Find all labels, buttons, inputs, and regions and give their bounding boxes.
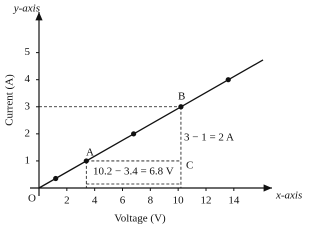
data-point: [225, 77, 231, 83]
y-tick-label: 4: [25, 73, 31, 85]
origin-label: O: [28, 193, 36, 205]
x-tick-label: 12: [200, 195, 211, 207]
fit-line: [38, 59, 264, 189]
data-point: [53, 175, 59, 182]
x-tick-label: 10: [173, 195, 185, 207]
annotation: C: [186, 160, 193, 172]
x-tick-label: 6: [120, 195, 126, 207]
y-tick-label: 2: [25, 127, 31, 139]
annotation: B: [178, 91, 185, 103]
x-tick-label: 2: [64, 195, 70, 207]
x-axis-name: x-axis: [275, 190, 302, 202]
x-axis-title: Voltage (V): [114, 213, 166, 225]
y-tick-label: 3: [25, 100, 31, 112]
annotation: 3 − 1 = 2 A: [184, 132, 234, 144]
x-tick-label: 8: [148, 195, 154, 207]
annotation: A: [86, 147, 94, 159]
y-tick-label: 5: [25, 46, 31, 58]
data-point: [178, 104, 184, 110]
data-point: [131, 131, 137, 137]
data-point: [83, 158, 89, 164]
x-tick-label: 14: [228, 195, 240, 207]
y-tick-label: 1: [25, 154, 31, 166]
chart: y-axis x-axis O Voltage (V) Current (A) …: [4, 3, 303, 225]
annotation: 10.2 − 3.4 = 6.8 V: [93, 166, 174, 178]
y-axis-title: Current (A): [4, 74, 16, 126]
y-axis-name: y-axis: [13, 3, 40, 15]
x-tick-label: 4: [92, 195, 98, 207]
